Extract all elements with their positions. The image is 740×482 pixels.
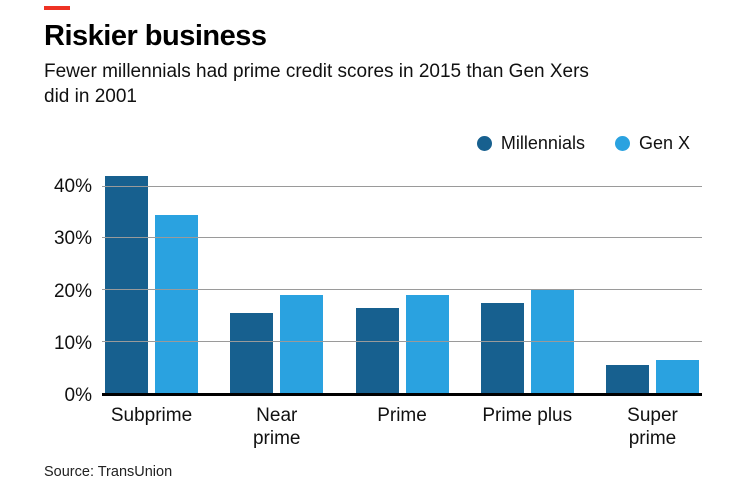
bar-group	[355, 166, 449, 394]
legend-label: Gen X	[638, 133, 690, 154]
plot-area	[102, 166, 702, 397]
y-tick-label: 10%	[53, 332, 92, 354]
x-category-label: Prime	[377, 405, 427, 427]
bar-group	[105, 166, 198, 394]
bar-gen-x	[405, 295, 449, 394]
bar-millennials	[230, 313, 274, 394]
brand-accent-mark	[44, 6, 70, 10]
bar-gen-x	[155, 215, 198, 394]
bar-millennials	[606, 364, 649, 394]
x-category-label: Subprime	[110, 405, 193, 427]
legend-dot-icon	[476, 136, 492, 152]
gridline	[102, 288, 702, 290]
bar-group	[606, 166, 699, 394]
source-note: Source: TransUnion	[44, 463, 173, 480]
y-axis: 0% 10% 20% 30% 40%	[44, 166, 102, 406]
bar-gen-x	[656, 359, 699, 394]
y-tick-label: 40%	[53, 176, 92, 198]
bar-groups	[102, 166, 702, 394]
chart-body: 0% 10% 20% 30% 40%	[44, 166, 702, 406]
legend: Millennials Gen X	[44, 133, 690, 154]
x-category-label: Prime plus	[482, 405, 573, 427]
gridline	[102, 185, 702, 187]
legend-item: Gen X	[614, 133, 690, 154]
gridline	[102, 340, 702, 342]
chart-title: Riskier business	[44, 20, 267, 52]
x-category-label: Super prime	[627, 405, 678, 449]
x-axis-labels: Subprime Near prime Prime Prime plus Super p…	[102, 396, 702, 450]
legend-dot-icon	[614, 136, 630, 152]
chart-subtitle: Fewer millennials had prime credit score…	[44, 61, 589, 108]
y-tick-label: 20%	[53, 280, 92, 302]
bar-millennials	[105, 176, 148, 394]
bar-millennials	[355, 308, 399, 394]
bar-gen-x	[280, 295, 324, 394]
bar-group	[480, 166, 574, 394]
legend-label: Millennials	[500, 133, 585, 154]
y-tick-label: 30%	[53, 228, 92, 250]
x-category-label: Near prime	[252, 405, 301, 449]
legend-item: Millennials	[476, 133, 585, 154]
gridline	[102, 237, 702, 239]
bar-millennials	[480, 302, 524, 394]
bar-group	[230, 166, 324, 394]
y-tick-label: 0%	[64, 385, 92, 407]
